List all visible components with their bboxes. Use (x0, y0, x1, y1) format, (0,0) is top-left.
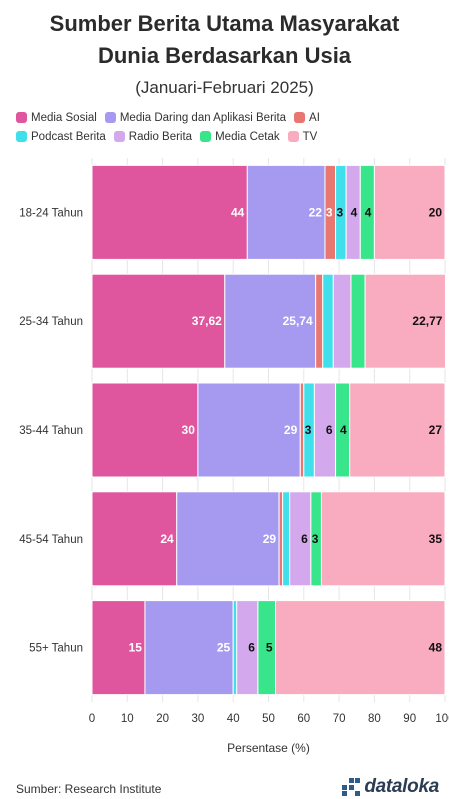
legend-swatch (294, 112, 306, 123)
y-tick-label: 25-34 Tahun (19, 316, 83, 328)
data-label: 4 (340, 423, 347, 437)
legend-label: Media Cetak (215, 130, 280, 143)
data-label: 15 (129, 641, 143, 655)
y-tick-label: 55+ Tahun (29, 643, 83, 655)
data-label: 29 (263, 532, 277, 546)
x-tick-label: 50 (262, 713, 275, 725)
legend-swatch (113, 131, 125, 142)
data-label: 4 (351, 205, 358, 219)
bar-segment (246, 164, 326, 260)
legend-item: AI (294, 112, 320, 124)
legend: Media Sosial Media Daring dan Aplikasi Be… (16, 108, 441, 146)
data-label: 5 (266, 641, 273, 655)
data-label: 3 (326, 205, 333, 219)
legend-label: Media Daring dan Aplikasi Berita (119, 111, 287, 124)
bar-segment (224, 273, 317, 369)
data-label: 6 (301, 532, 308, 546)
data-label: 25,74 (283, 314, 313, 328)
data-label: 37,62 (192, 314, 222, 328)
data-label: 35 (429, 532, 443, 546)
bar-segment (349, 382, 446, 478)
data-label: 24 (160, 532, 174, 546)
x-tick-label: 0 (89, 713, 95, 725)
legend-row: Podcast Berita Radio Berita Media Cetak TV (16, 127, 441, 146)
data-label: 3 (312, 532, 319, 546)
x-tick-label: 60 (297, 713, 310, 725)
chart-title-line2: Dunia Berdasarkan Usia (97, 43, 352, 68)
x-tick-label: 30 (192, 713, 205, 725)
legend-swatch (200, 131, 212, 142)
x-tick-label: 90 (403, 713, 416, 725)
bar-segment (91, 273, 226, 369)
legend-label: TV (302, 130, 318, 143)
legend-swatch (16, 131, 27, 142)
chart-subtitle: (Januari-Februari 2025) (135, 78, 314, 97)
legend-item: TV (287, 130, 318, 143)
y-tick-label: 45-54 Tahun (19, 534, 83, 546)
bar-segment (91, 600, 146, 696)
bar-segment (197, 382, 301, 478)
legend-label: Podcast Berita (31, 130, 106, 143)
bar-segment (332, 273, 352, 369)
legend-item: Media Sosial (16, 112, 97, 124)
data-label: 25 (217, 641, 231, 655)
x-tick-label: 100 (435, 713, 449, 725)
legend-swatch (104, 112, 116, 123)
chart-title-line1: Sumber Berita Utama Masyarakat (49, 11, 400, 36)
bar-segment (322, 273, 334, 369)
brand-name: dataloka (364, 776, 439, 797)
x-tick-label: 80 (368, 713, 381, 725)
legend-label: Radio Berita (128, 130, 193, 143)
bar-segment (364, 273, 446, 369)
brand-logo: dataloka (342, 776, 439, 798)
data-label: 6 (326, 423, 333, 437)
x-tick-label: 20 (156, 713, 169, 725)
source-note: Sumber: Research Institute (16, 782, 162, 796)
legend-swatch (287, 131, 299, 142)
bar-segment (275, 600, 446, 696)
grid-squares-icon (342, 778, 361, 796)
data-label: 27 (429, 423, 443, 437)
data-label: 22 (309, 205, 323, 219)
data-label: 48 (429, 641, 443, 655)
bar-segment (373, 164, 446, 260)
x-tick-label: 70 (333, 713, 346, 725)
data-label: 3 (305, 423, 312, 437)
legend-item: Media Cetak (200, 131, 280, 143)
bar-segment (232, 600, 238, 696)
data-label: 29 (284, 423, 298, 437)
data-label: 22,77 (412, 314, 442, 328)
bar-segment (315, 273, 324, 369)
x-tick-label: 10 (121, 713, 134, 725)
bar-segment (91, 491, 178, 587)
x-tick-label: 40 (227, 713, 240, 725)
legend-item: Media Daring dan Aplikasi Berita (104, 111, 287, 124)
bar-segment (91, 164, 248, 260)
data-label: 6 (248, 641, 255, 655)
x-axis-label: Persentase (%) (227, 741, 310, 755)
bar-segment (176, 491, 280, 587)
legend-row: Media Sosial Media Daring dan Aplikasi Be… (16, 108, 441, 127)
data-label: 30 (182, 423, 196, 437)
legend-label: Media Sosial (31, 111, 97, 124)
bar-segment (299, 382, 305, 478)
data-label: 20 (429, 205, 443, 219)
data-label: 4 (365, 205, 372, 219)
legend-item: Radio Berita (113, 130, 193, 143)
y-tick-label: 18-24 Tahun (19, 207, 83, 219)
bar-segment (144, 600, 234, 696)
bar-segment (278, 491, 284, 587)
bar-segment (91, 382, 199, 478)
bar-segment (350, 273, 366, 369)
data-label: 44 (231, 205, 245, 219)
legend-swatch (16, 112, 27, 123)
data-label: 3 (336, 205, 343, 219)
legend-label: AI (309, 111, 320, 124)
bar-segment (320, 491, 446, 587)
legend-item: Podcast Berita (16, 131, 106, 143)
y-tick-label: 35-44 Tahun (19, 425, 83, 437)
bar-segment (282, 491, 291, 587)
